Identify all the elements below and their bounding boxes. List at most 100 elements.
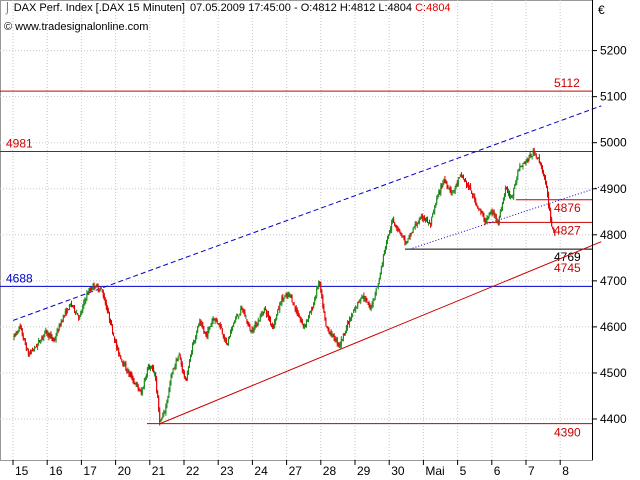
- candle-body: [208, 327, 210, 332]
- candle-body: [277, 309, 279, 315]
- candle-body: [219, 324, 221, 328]
- candle-body: [75, 312, 77, 314]
- candle-body: [399, 231, 401, 233]
- candle-body: [267, 312, 269, 319]
- candle-body: [98, 289, 100, 291]
- candle-body: [454, 187, 456, 191]
- candle-body: [52, 337, 54, 341]
- candle-body: [109, 318, 111, 325]
- candle-body: [440, 185, 442, 194]
- candle-body: [363, 295, 365, 300]
- candle-body: [139, 390, 141, 392]
- candle-body: [257, 320, 259, 325]
- candle-body: [116, 341, 118, 348]
- candle-body: [419, 217, 421, 220]
- candle-body: [467, 184, 469, 186]
- candle-body: [352, 314, 354, 317]
- candle-body: [37, 343, 39, 348]
- candle-body: [532, 151, 534, 157]
- candle-body: [199, 321, 201, 325]
- candle-body: [64, 311, 66, 315]
- candle-body: [287, 294, 289, 297]
- candle-body: [366, 298, 368, 302]
- plot-frame: [0, 0, 593, 461]
- candle-body: [198, 325, 200, 327]
- candle-body: [165, 405, 167, 414]
- candle-body: [95, 285, 97, 288]
- candle-body: [179, 356, 181, 360]
- candle-body: [338, 344, 340, 346]
- candle-body: [278, 308, 280, 310]
- candle-body: [486, 218, 488, 220]
- candle-body: [50, 334, 52, 336]
- candle-body: [465, 182, 467, 186]
- candle-body: [447, 187, 449, 189]
- candle-body: [93, 283, 95, 288]
- candle-body: [215, 317, 217, 321]
- y-tick-label: 4500: [600, 366, 627, 380]
- candle-body: [153, 368, 155, 373]
- candle-body: [424, 219, 426, 221]
- candle-body: [21, 328, 23, 336]
- candle-body: [480, 209, 482, 213]
- candle-body: [417, 222, 419, 224]
- candle-body: [348, 321, 350, 324]
- candle-body: [147, 364, 149, 370]
- candle-body: [327, 326, 329, 330]
- candle-body: [97, 286, 99, 291]
- candle-body: [406, 241, 408, 243]
- candle-body: [460, 174, 462, 176]
- candle-body: [475, 199, 477, 205]
- candle-body: [214, 319, 216, 322]
- candle-body: [389, 230, 391, 236]
- candle-body: [86, 293, 88, 299]
- candle-body: [127, 370, 129, 373]
- candle-body: [209, 326, 211, 329]
- candle-body: [542, 171, 544, 175]
- candle-body: [249, 325, 251, 332]
- candle-body: [360, 298, 362, 302]
- candle-body: [121, 359, 123, 361]
- candle-body: [358, 302, 360, 304]
- candle-body: [63, 315, 65, 317]
- candle-body: [304, 324, 306, 326]
- candle-body: [415, 224, 417, 226]
- candle-body: [390, 229, 392, 231]
- candle-body: [18, 326, 20, 331]
- candle-body: [83, 302, 85, 306]
- chart-axes: 4400 4500 4600 4700 4800 4900 5000 5100 5200 15 16…: [12, 0, 627, 478]
- candle-body: [413, 226, 415, 229]
- candle-body: [218, 323, 220, 325]
- candle-body: [513, 189, 515, 198]
- candle-body: [420, 216, 422, 218]
- candle-body: [544, 178, 546, 183]
- candle-body: [34, 346, 36, 349]
- candle-body: [68, 304, 70, 310]
- candle-body: [140, 390, 142, 394]
- candle-body: [483, 215, 485, 221]
- candle-body: [26, 349, 28, 351]
- candle-body: [174, 365, 176, 368]
- candle-body: [158, 397, 160, 411]
- candle-body: [508, 191, 510, 194]
- candle-body: [497, 221, 499, 223]
- candle-body: [269, 317, 270, 320]
- candle-body: [323, 306, 325, 313]
- candle-body: [411, 231, 413, 233]
- candle-body: [509, 191, 511, 197]
- candle-body: [44, 330, 46, 334]
- candle-body: [138, 388, 140, 391]
- candle-body: [118, 347, 120, 355]
- candle-body: [161, 418, 163, 421]
- candle-body: [66, 308, 68, 314]
- candle-body: [452, 190, 454, 192]
- candle-body: [168, 388, 170, 397]
- y-tick-label: 4900: [600, 182, 627, 196]
- chart-icon: ⌡: [4, 2, 11, 14]
- candle-body: [493, 211, 495, 216]
- candle-body: [374, 293, 376, 299]
- candle-body: [205, 332, 207, 336]
- candle-body: [290, 295, 292, 297]
- candle-body: [524, 162, 526, 164]
- candle-body: [402, 236, 404, 238]
